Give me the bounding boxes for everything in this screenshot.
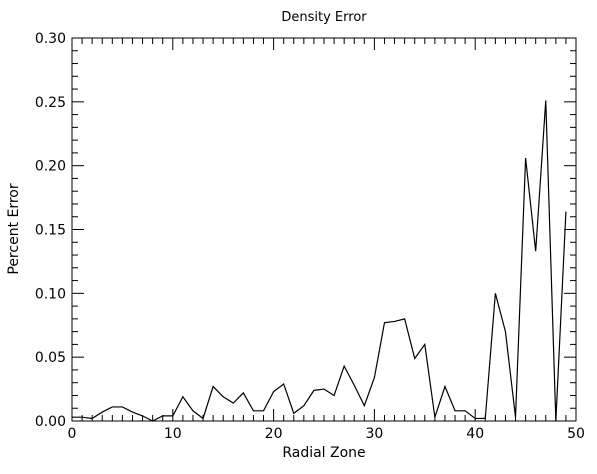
y-tick-label: 0.30 — [35, 31, 66, 47]
x-tick-label: 10 — [164, 426, 182, 442]
x-tick-label: 30 — [365, 426, 383, 442]
x-axis-label: Radial Zone — [282, 445, 365, 461]
x-tick-label: 40 — [466, 426, 484, 442]
axis-ticks — [71, 37, 577, 422]
y-tick-label: 0.10 — [35, 286, 66, 302]
y-tick-label: 0.25 — [35, 95, 66, 111]
x-tick-label: 50 — [567, 426, 585, 442]
x-tick-label: 0 — [68, 426, 77, 442]
y-tick-label: 0.20 — [35, 159, 66, 175]
y-tick-label: 0.05 — [35, 350, 66, 366]
x-tick-label: 20 — [265, 426, 283, 442]
y-tick-label: 0.15 — [35, 223, 66, 239]
series-line — [72, 100, 567, 422]
tick-labels: 0 10 20 30 40 50 0.00 0.05 0.10 0.15 0.20 0.25 0.30 — [35, 31, 585, 442]
y-axis-label: Percent Error — [6, 183, 22, 274]
y-tick-label: 0.00 — [35, 414, 66, 430]
plot-frame — [71, 37, 577, 422]
chart-title: Density Error — [281, 10, 367, 25]
